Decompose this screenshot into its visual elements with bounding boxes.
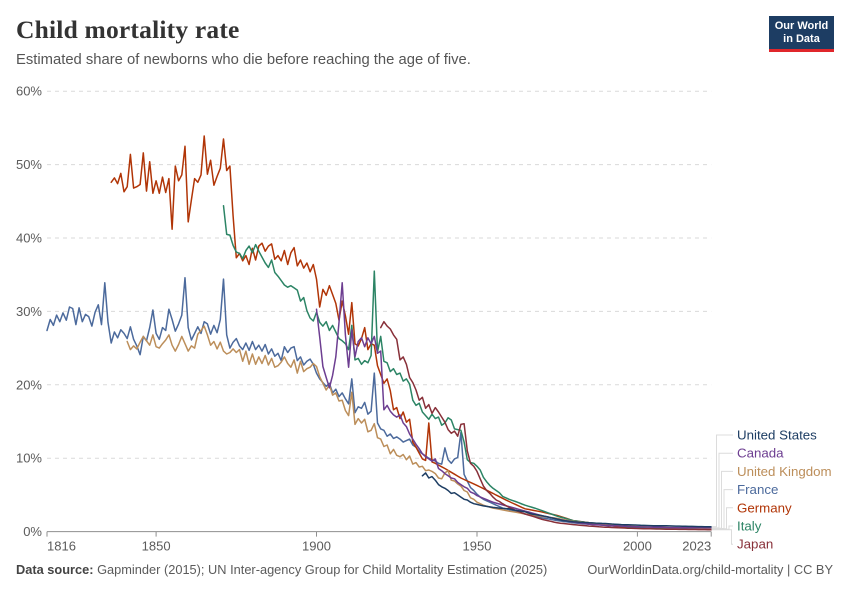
- svg-text:United States: United States: [737, 428, 817, 443]
- svg-text:30%: 30%: [16, 304, 42, 319]
- svg-text:Germany: Germany: [737, 500, 792, 515]
- svg-text:Japan: Japan: [737, 537, 773, 552]
- svg-text:40%: 40%: [16, 231, 42, 246]
- svg-text:50%: 50%: [16, 157, 42, 172]
- svg-text:United Kingdom: United Kingdom: [737, 464, 832, 479]
- svg-text:2000: 2000: [623, 539, 652, 554]
- svg-text:0%: 0%: [23, 524, 42, 539]
- svg-text:1816: 1816: [47, 539, 76, 554]
- svg-text:Canada: Canada: [737, 446, 784, 461]
- svg-text:France: France: [737, 482, 778, 497]
- svg-text:10%: 10%: [16, 451, 42, 466]
- svg-text:Italy: Italy: [737, 519, 762, 534]
- svg-text:2023: 2023: [682, 539, 711, 554]
- svg-text:60%: 60%: [16, 84, 42, 99]
- svg-text:1900: 1900: [302, 539, 331, 554]
- svg-text:20%: 20%: [16, 377, 42, 392]
- svg-text:1850: 1850: [142, 539, 171, 554]
- svg-text:1950: 1950: [463, 539, 492, 554]
